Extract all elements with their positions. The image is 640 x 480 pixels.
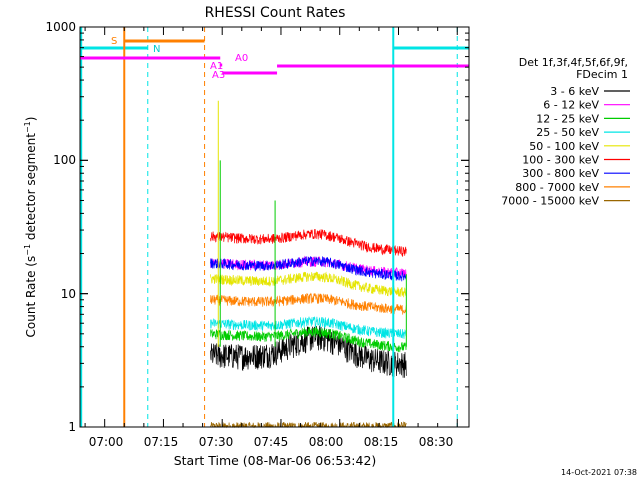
plot-frame — [79, 26, 470, 428]
x-tick-label: 07:00 — [89, 435, 124, 449]
series-line-6 — [210, 256, 407, 282]
x-tick-label: 08:00 — [309, 435, 344, 449]
y-tick-label: 10 — [61, 287, 76, 301]
legend-label: 50 - 100 keV — [529, 140, 599, 153]
footer-date: 14-Oct-2021 07:38 — [561, 468, 637, 477]
attenuator-label-a0: A0 — [235, 53, 248, 64]
axis-ticks — [80, 26, 469, 428]
chart-title: RHESSI Count Rates — [205, 5, 346, 21]
series-line-1 — [210, 255, 407, 279]
x-tick-label: 07:30 — [199, 435, 234, 449]
flag-overlays — [80, 27, 469, 427]
legend-label: 800 - 7000 keV — [515, 181, 599, 194]
x-tick-label: 08:15 — [364, 435, 399, 449]
y-axis-label: Count Rate (s−1 detector segment−1) — [23, 117, 38, 338]
legend-label: 7000 - 15000 keV — [501, 195, 599, 208]
series-line-8 — [210, 421, 407, 429]
series-line-2 — [210, 326, 407, 353]
legend-label: 100 - 300 keV — [522, 154, 599, 167]
attenuator-label-a3: A3 — [212, 70, 225, 81]
x-tick-label: 07:15 — [144, 435, 179, 449]
y-tick-label: 100 — [53, 153, 76, 167]
series-line-3 — [210, 316, 407, 339]
legend-label: 300 - 800 keV — [522, 167, 599, 180]
series-line-4 — [210, 271, 407, 298]
x-tick-label: 08:30 — [419, 435, 454, 449]
legend-title-line: FDecim 1 — [576, 68, 628, 81]
x-tick-label: 07:45 — [254, 435, 289, 449]
x-axis-label: Start Time (08-Mar-06 06:53:42) — [174, 453, 377, 468]
series-traces — [210, 100, 407, 429]
series-line-5 — [210, 229, 407, 257]
series-line-0 — [210, 325, 407, 378]
legend-label: 25 - 50 keV — [536, 126, 599, 139]
legend-label: 12 - 25 keV — [536, 112, 599, 125]
attenuator-label-a1: A1 — [210, 61, 223, 72]
night-flag-label: N — [153, 44, 160, 55]
legend-label: 3 - 6 keV — [550, 85, 599, 98]
y-tick-label: 1 — [68, 420, 76, 434]
series-line-7 — [210, 292, 407, 315]
legend-label: 6 - 12 keV — [543, 99, 599, 112]
y-tick-label: 1000 — [45, 20, 76, 34]
legend-title-line: Det 1f,3f,4f,5f,6f,9f, — [519, 56, 628, 69]
saa-flag-label: S — [111, 36, 117, 47]
legend: Det 1f,3f,4f,5f,6f,9f, FDecim 1 3 - 6 ke… — [501, 56, 630, 208]
